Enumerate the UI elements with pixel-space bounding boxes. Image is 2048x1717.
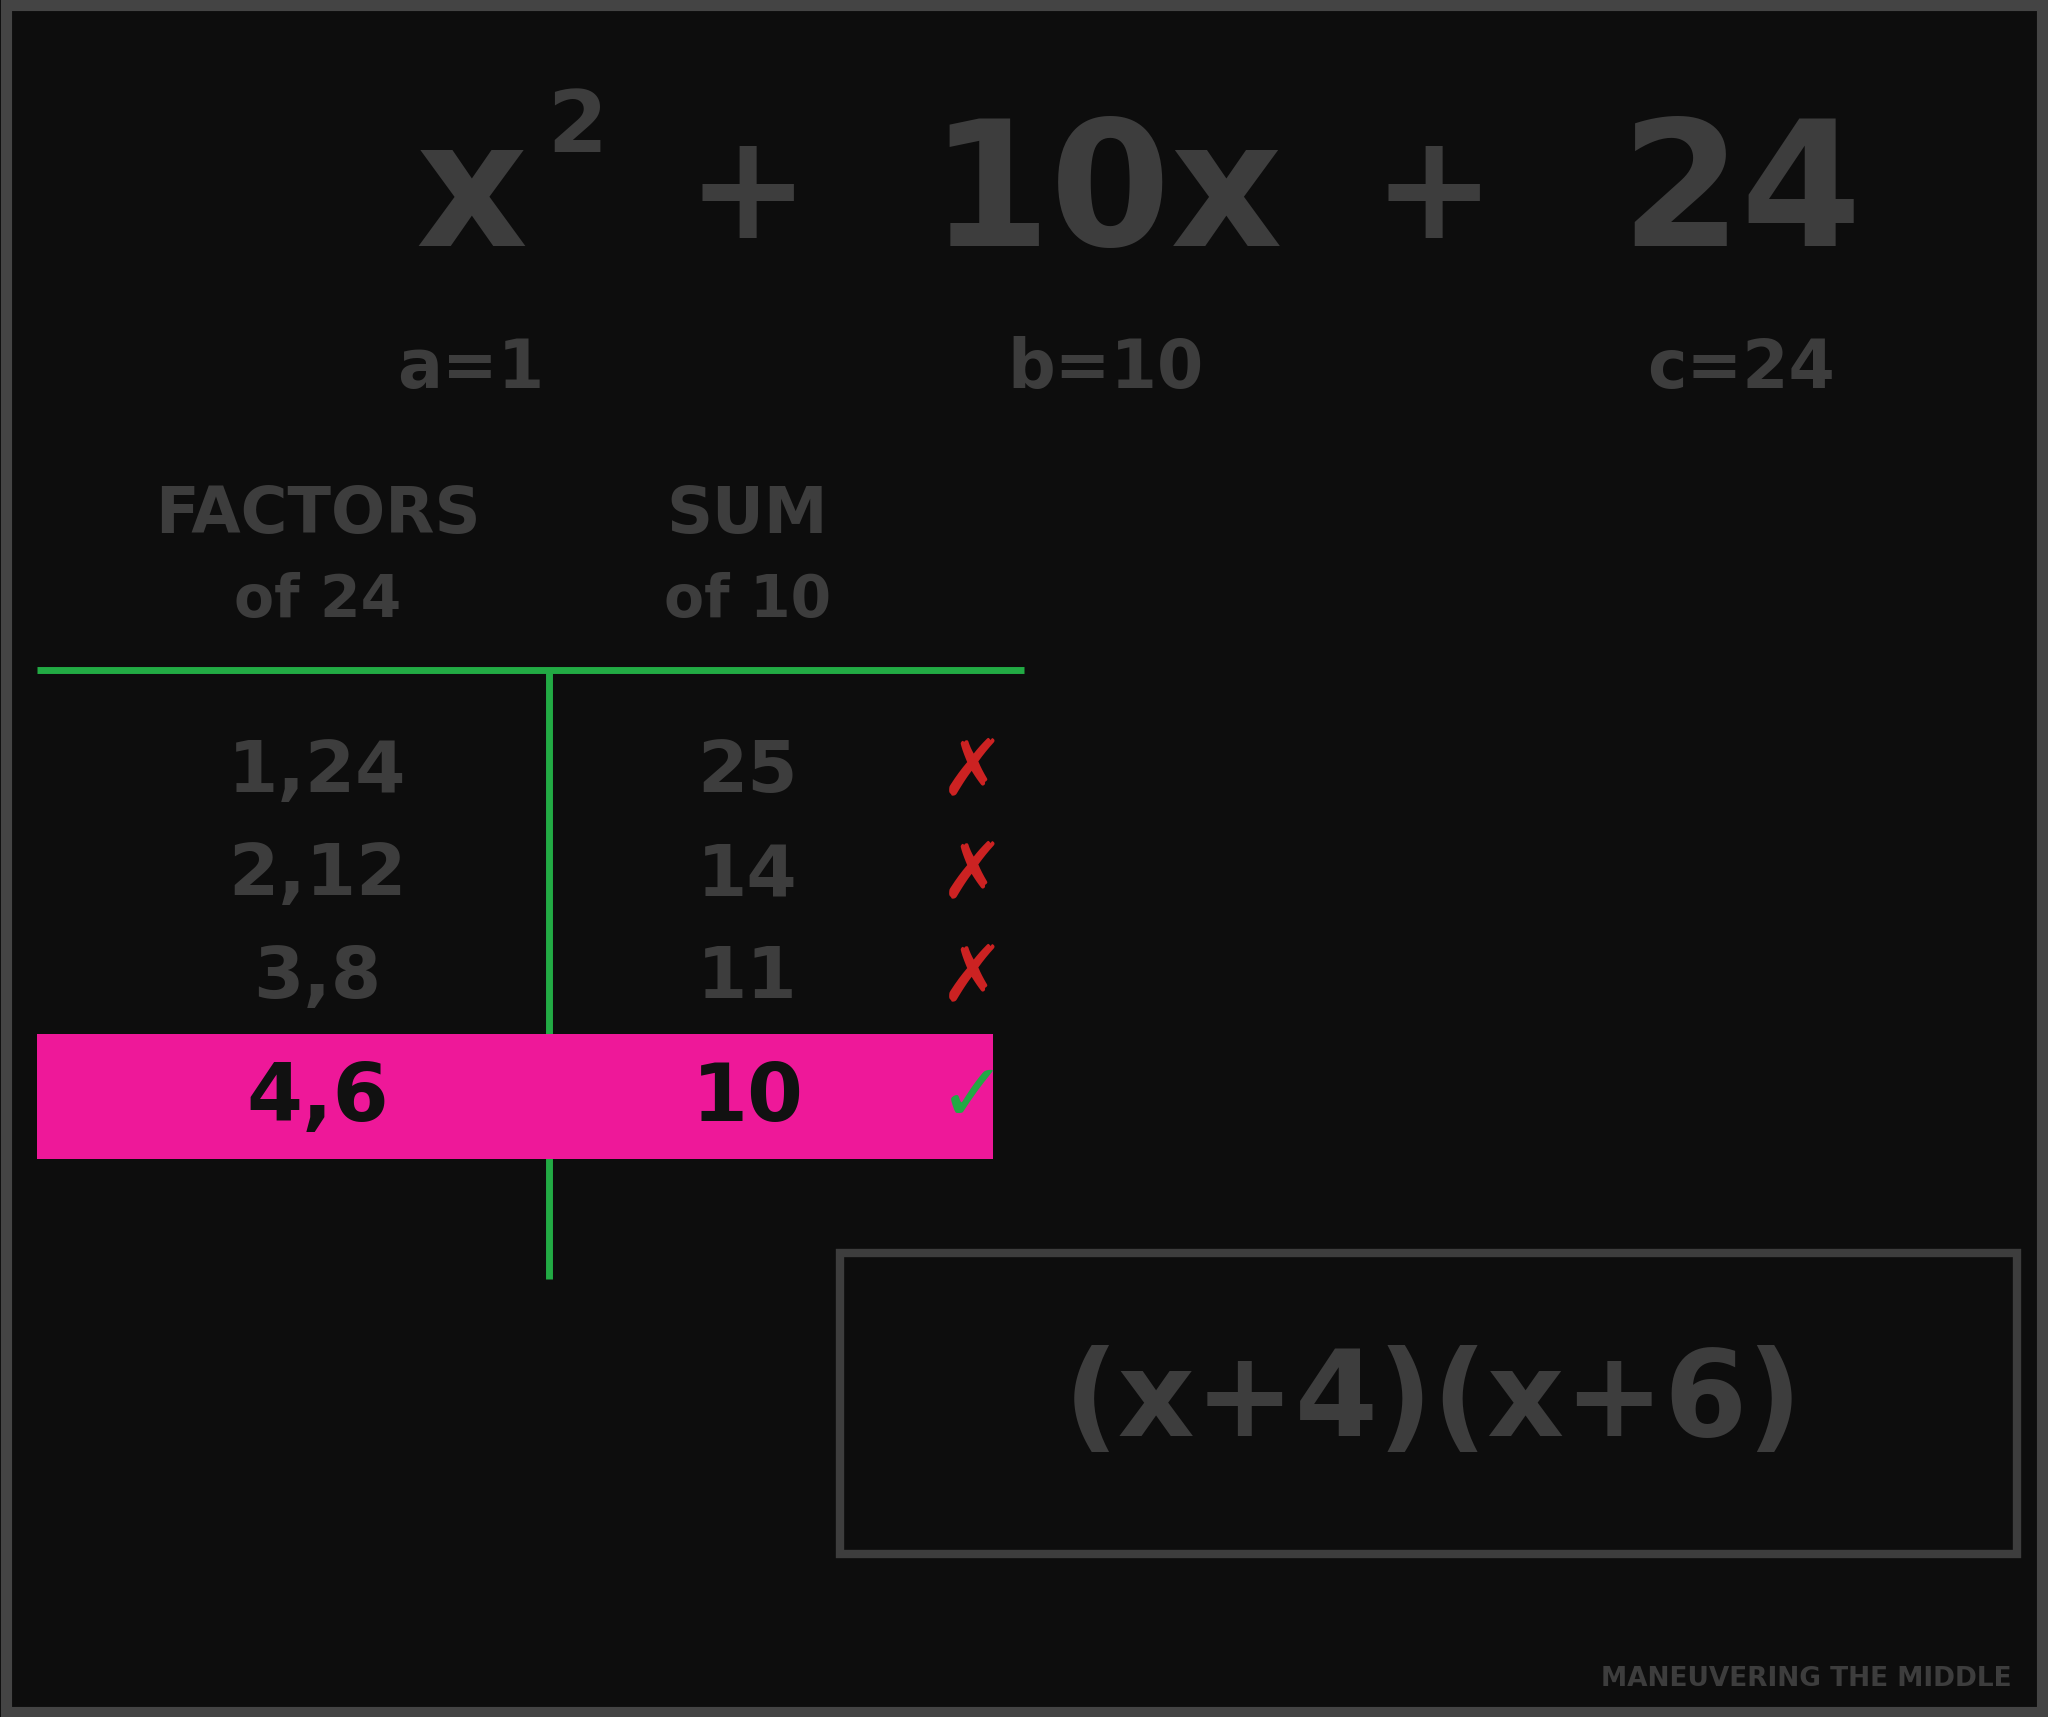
Text: FACTORS: FACTORS [156,484,479,546]
Text: 10: 10 [692,1059,803,1138]
Text: 14: 14 [696,841,799,910]
Text: 2,12: 2,12 [227,841,408,910]
Text: b=10: b=10 [1008,337,1204,402]
Text: x: x [416,113,526,282]
Text: 1,24: 1,24 [227,738,408,807]
Text: 24: 24 [1620,113,1862,282]
Text: MANEUVERING THE MIDDLE: MANEUVERING THE MIDDLE [1599,1665,2011,1693]
Text: 3,8: 3,8 [254,944,381,1013]
FancyBboxPatch shape [37,1034,993,1159]
Text: +: + [686,127,809,268]
Text: ✗: ✗ [940,838,1006,913]
FancyBboxPatch shape [840,1253,2017,1554]
Text: a=1: a=1 [397,337,545,402]
Text: +: + [1372,127,1495,268]
Text: of 10: of 10 [664,572,831,630]
Text: ✗: ✗ [940,735,1006,810]
Text: 2: 2 [547,88,608,170]
Text: SUM: SUM [668,484,827,546]
Text: 11: 11 [696,944,799,1013]
Text: 25: 25 [696,738,799,807]
Text: ✓: ✓ [940,1059,1006,1138]
Text: 10x: 10x [930,113,1282,282]
Text: 4,6: 4,6 [246,1059,389,1138]
Text: of 24: of 24 [233,572,401,630]
Text: (x+4)(x+6): (x+4)(x+6) [1065,1344,1802,1461]
Text: ✗: ✗ [940,941,1006,1016]
Text: c=24: c=24 [1647,337,1835,402]
